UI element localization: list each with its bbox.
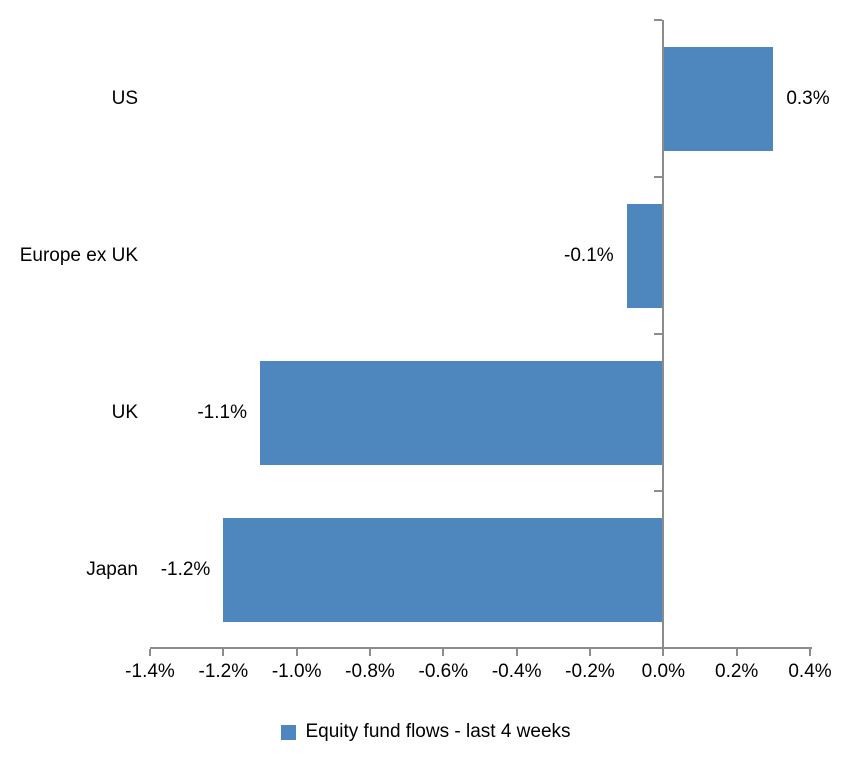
x-axis-tick <box>295 649 298 656</box>
x-tick-label: -1.0% <box>271 661 322 682</box>
x-tick-label: -1.4% <box>125 661 175 682</box>
legend-swatch-icon <box>281 724 297 740</box>
x-axis-tick <box>149 649 151 656</box>
bar-japan <box>223 517 664 622</box>
category-label: Japan <box>86 558 138 580</box>
category-axis-tick <box>654 490 663 492</box>
x-tick-label: -0.6% <box>418 661 469 682</box>
category-axis-tick <box>654 19 663 21</box>
x-axis-tick <box>222 649 225 656</box>
category-label: US <box>111 87 138 109</box>
bar-europe-ex-uk <box>626 203 664 308</box>
x-tick-label: 0.4% <box>788 661 832 682</box>
x-axis-tick <box>809 649 811 656</box>
bar-us <box>663 46 774 151</box>
x-tick-label: -1.2% <box>198 661 249 682</box>
x-axis-tick <box>589 649 591 656</box>
category-axis-tick <box>654 176 663 178</box>
x-tick-label: -0.4% <box>491 661 542 682</box>
legend: Equity fund flows - last 4 weeks <box>0 721 852 743</box>
x-tick-label: -0.8% <box>345 661 395 682</box>
bar-uk <box>260 360 664 465</box>
category-axis-tick <box>654 333 663 335</box>
legend-label: Equity fund flows - last 4 weeks <box>305 721 571 742</box>
x-tick-label: -0.2% <box>565 661 615 682</box>
x-tick-label: 0.2% <box>715 661 759 682</box>
y-axis-zero-line <box>662 20 665 656</box>
value-label: -1.1% <box>197 401 247 423</box>
category-label: UK <box>111 401 138 423</box>
x-axis-tick <box>369 649 371 656</box>
value-label: -1.2% <box>160 558 211 580</box>
value-label: 0.3% <box>786 87 830 109</box>
value-label: -0.1% <box>564 244 614 266</box>
x-axis-tick <box>515 649 518 656</box>
x-axis-tick <box>442 649 445 656</box>
x-tick-label: 0.0% <box>641 661 685 682</box>
category-label: Europe ex UK <box>19 244 138 266</box>
x-axis-tick <box>735 649 738 656</box>
x-axis-line <box>150 647 812 649</box>
